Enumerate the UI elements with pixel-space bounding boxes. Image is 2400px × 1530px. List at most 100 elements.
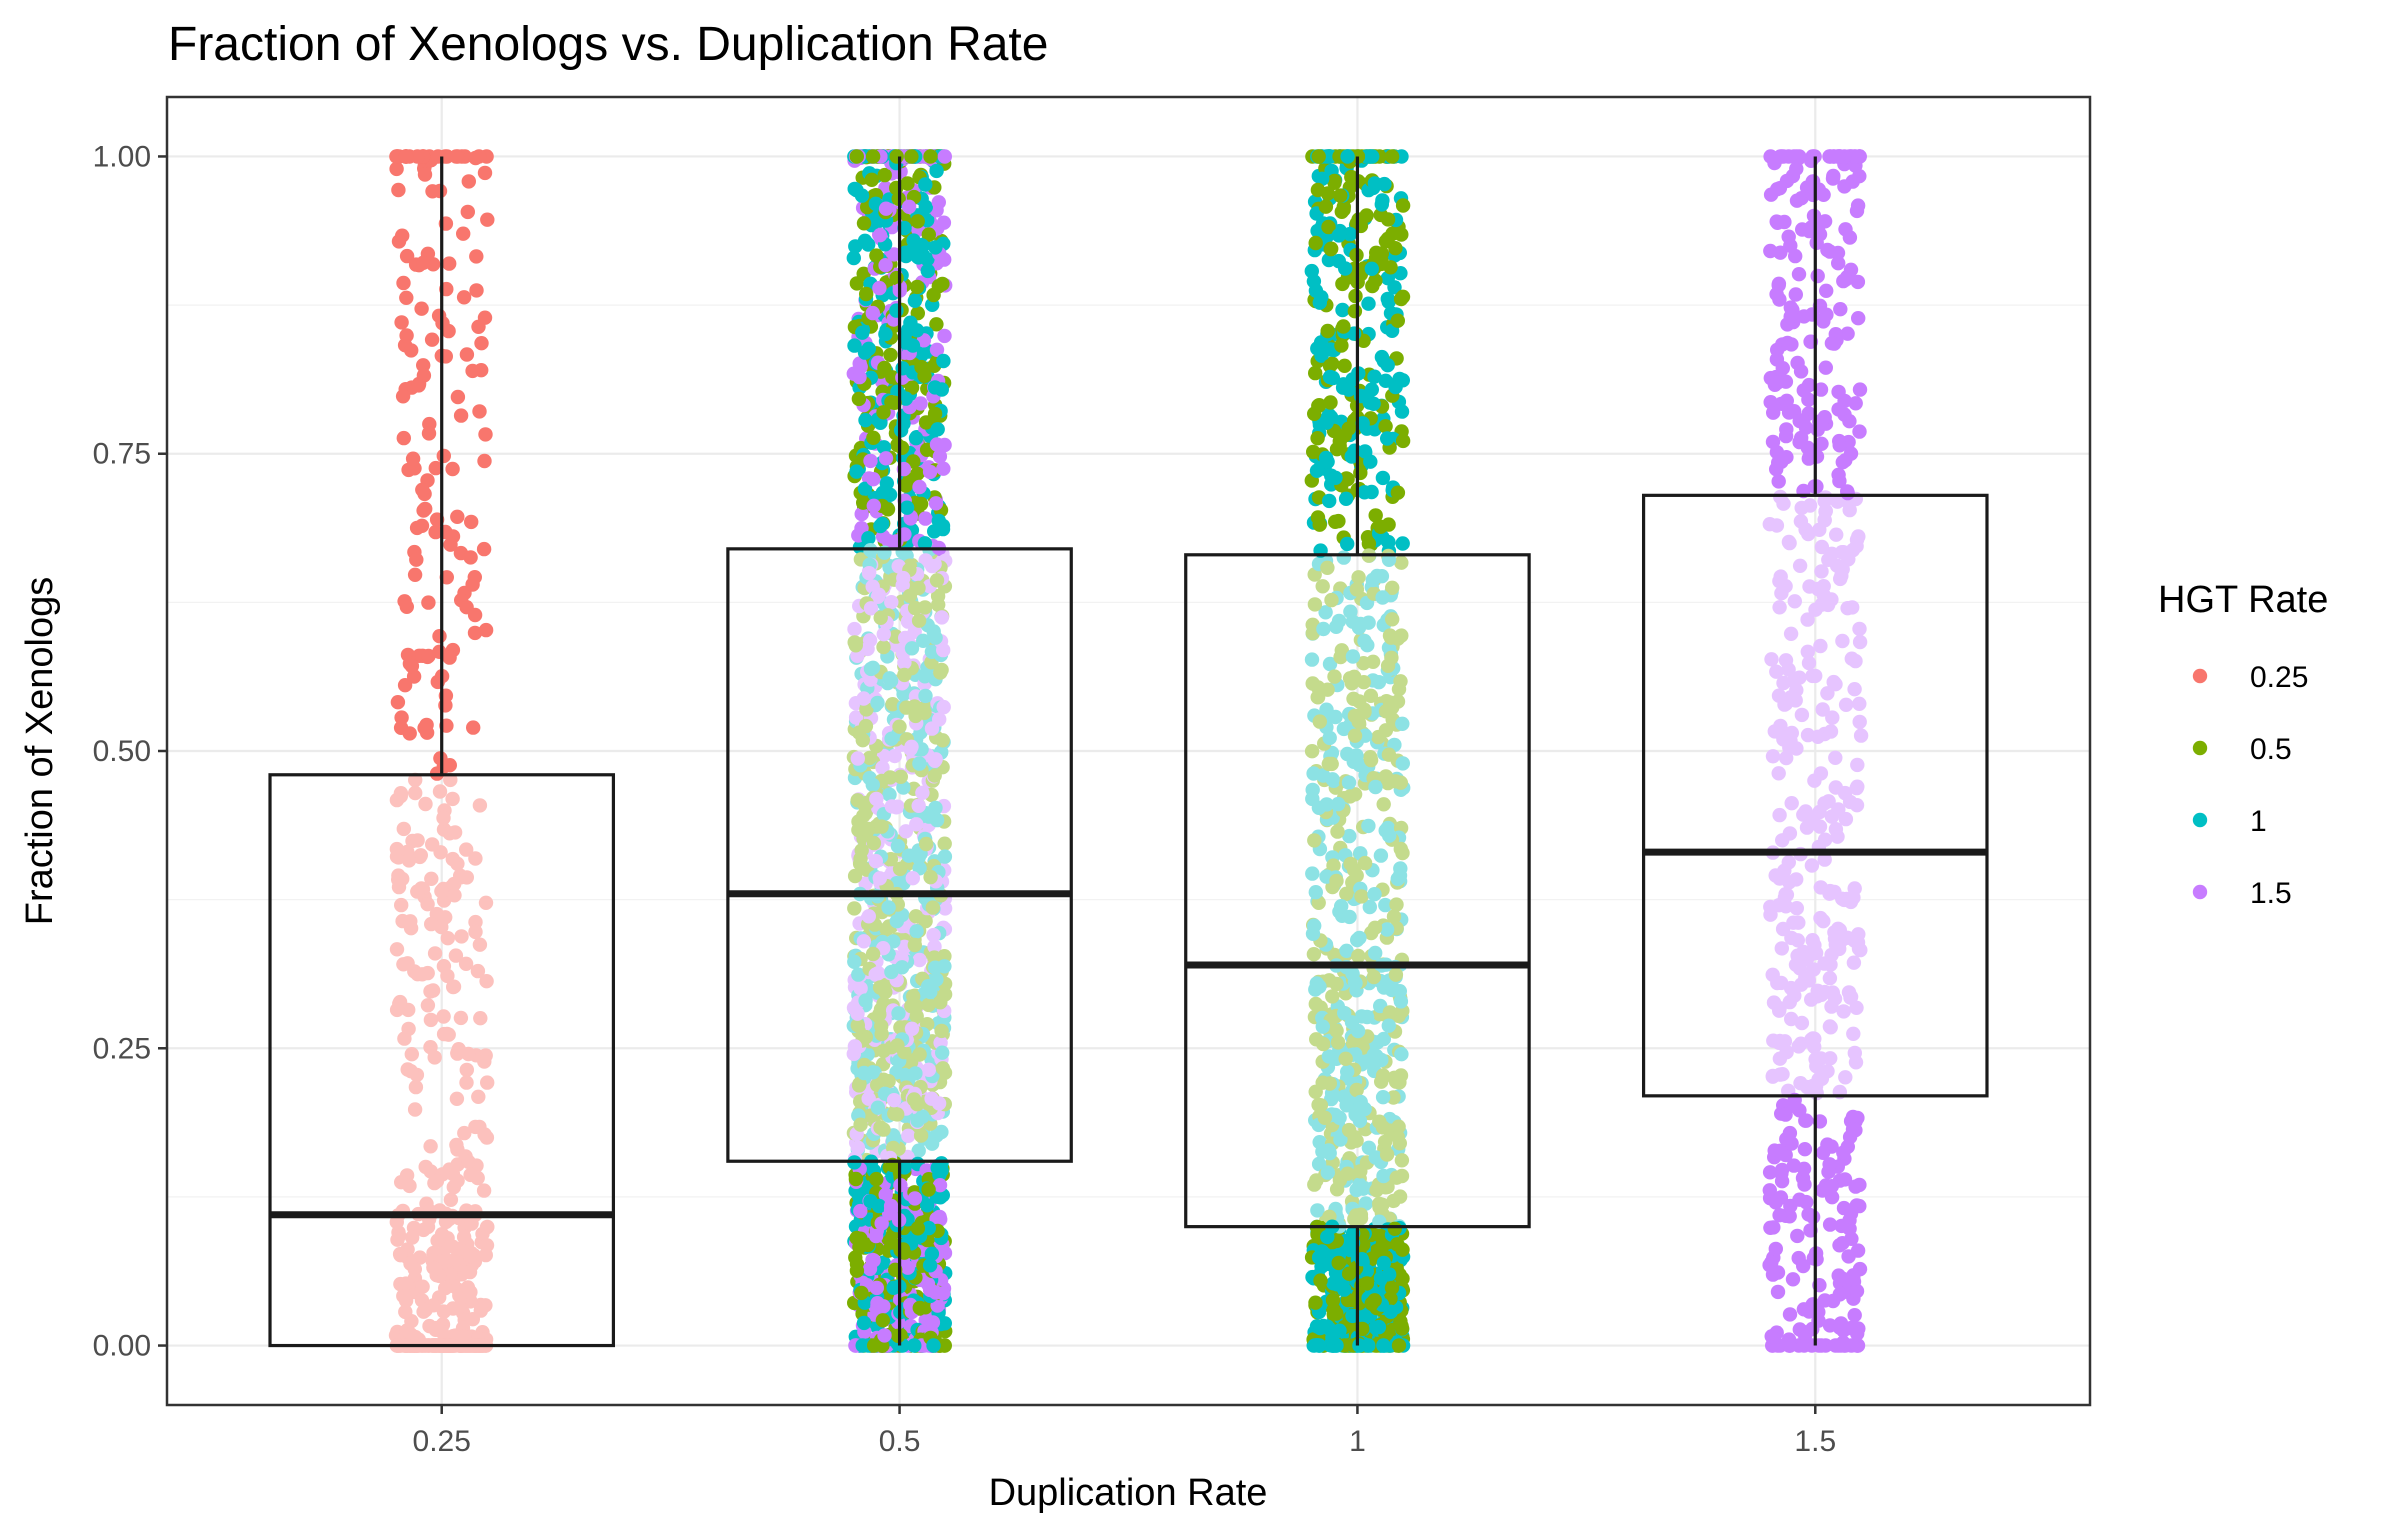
data-point — [886, 1093, 902, 1108]
data-point — [850, 1140, 866, 1155]
data-point — [397, 678, 413, 693]
data-point — [935, 1286, 951, 1301]
data-point — [851, 967, 866, 982]
data-point — [459, 1075, 474, 1090]
data-point — [1363, 750, 1378, 765]
data-point — [1321, 252, 1337, 268]
data-point — [1835, 562, 1850, 577]
data-point — [1365, 149, 1380, 164]
data-point — [443, 1267, 458, 1283]
data-point — [1365, 572, 1381, 588]
data-point — [921, 997, 936, 1013]
legend-label: 0.5 — [2250, 733, 2292, 766]
data-point — [1824, 1190, 1840, 1205]
data-point — [389, 1214, 404, 1230]
data-point — [1791, 915, 1806, 930]
data-point — [404, 343, 419, 358]
data-point — [1818, 503, 1834, 519]
data-point — [846, 250, 861, 266]
data-point — [911, 798, 926, 813]
boxplot — [1641, 156, 1989, 1346]
data-point — [1339, 943, 1354, 958]
data-point — [1337, 1282, 1352, 1297]
data-point — [922, 1282, 938, 1298]
data-point — [461, 1154, 476, 1170]
data-point — [1842, 502, 1857, 518]
data-point — [1813, 766, 1829, 781]
data-point — [912, 1047, 927, 1062]
data-point — [855, 733, 870, 748]
data-point — [1368, 779, 1383, 795]
data-point — [474, 363, 489, 378]
data-point — [1371, 675, 1387, 690]
data-point — [869, 791, 884, 807]
data-point — [1366, 969, 1382, 985]
data-point — [432, 784, 448, 799]
data-point — [453, 1010, 469, 1026]
data-point — [889, 303, 904, 318]
y-tick-label: 0.25 — [93, 1032, 151, 1065]
data-point — [858, 413, 873, 428]
data-point — [1800, 612, 1815, 627]
data-point — [1354, 889, 1369, 904]
data-point — [874, 1216, 889, 1231]
data-point — [904, 641, 920, 656]
data-point — [1317, 1110, 1333, 1126]
data-point — [1789, 149, 1804, 164]
data-point — [409, 520, 425, 536]
data-point — [1779, 1045, 1794, 1060]
data-point — [936, 215, 952, 230]
data-point — [1314, 348, 1329, 363]
data-point — [450, 389, 466, 405]
legend-key — [2192, 812, 2208, 828]
data-point — [1836, 1145, 1851, 1160]
data-point — [1347, 304, 1363, 319]
data-point — [396, 957, 411, 972]
data-point — [415, 1279, 430, 1294]
data-point — [924, 644, 940, 659]
data-point — [436, 1009, 451, 1024]
data-point — [853, 1231, 868, 1246]
data-point — [467, 607, 483, 623]
data-point — [853, 851, 868, 867]
data-point — [1336, 202, 1351, 217]
data-point — [459, 870, 474, 885]
data-point — [465, 577, 480, 592]
data-point — [1801, 526, 1816, 542]
data-point — [930, 422, 945, 437]
data-point — [1332, 1323, 1347, 1338]
data-point — [901, 1128, 916, 1144]
legend-item: 0.25 — [2192, 661, 2308, 694]
legend-label: 1.5 — [2250, 877, 2292, 910]
data-point — [1846, 1026, 1861, 1042]
data-point — [911, 613, 927, 628]
data-point — [918, 511, 933, 526]
data-point — [883, 673, 899, 688]
data-point — [909, 924, 924, 939]
legend-item: 1.5 — [2192, 877, 2292, 910]
data-point — [408, 1079, 424, 1095]
data-point — [1838, 222, 1853, 237]
data-point — [1363, 688, 1379, 703]
data-point — [1310, 223, 1325, 239]
data-point — [915, 785, 930, 800]
data-point — [1355, 416, 1370, 431]
data-point — [1342, 789, 1358, 804]
data-point — [1372, 1114, 1387, 1129]
data-point — [1378, 419, 1393, 434]
data-point — [1311, 1097, 1326, 1113]
data-point — [908, 1066, 923, 1081]
data-point — [1838, 697, 1854, 712]
data-point — [1848, 396, 1863, 411]
data-point — [921, 1182, 936, 1197]
data-point — [884, 595, 899, 610]
data-point — [900, 1260, 915, 1275]
data-point — [890, 838, 906, 854]
data-point — [935, 733, 950, 748]
data-point — [1361, 296, 1376, 311]
data-point — [1345, 649, 1361, 664]
data-point — [476, 1183, 492, 1198]
data-point — [427, 1050, 442, 1065]
data-point — [865, 305, 880, 321]
data-point — [1327, 669, 1342, 684]
